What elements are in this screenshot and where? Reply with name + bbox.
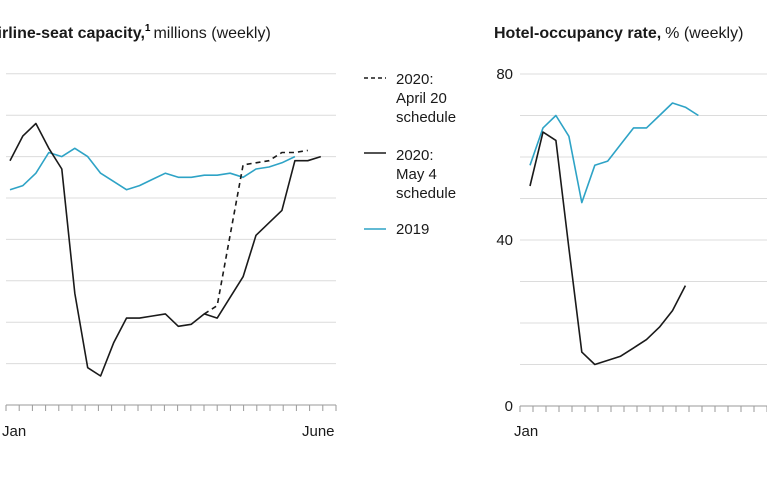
legend-may4-line1: 2020: — [396, 147, 434, 164]
hotel-y-tick-label: 0 — [505, 398, 513, 415]
legend-label-april20: 2020: April 20 schedule — [396, 71, 456, 126]
airline-x-label-june: June — [302, 423, 335, 440]
hotel-series-line — [529, 131, 687, 366]
airline-x-label-jan: Jan — [2, 423, 26, 440]
airline-series-line — [203, 149, 308, 315]
hotel-chart-y-labels: 0 40 80 — [496, 66, 513, 415]
airline-series-line — [9, 122, 322, 377]
legend-label-2019: 2019 — [396, 221, 429, 238]
legend-april20-line2: April 20 — [396, 90, 447, 107]
legend-may4-line3: schedule — [396, 185, 456, 202]
hotel-x-label-jan: Jan — [514, 423, 538, 440]
hotel-chart-gridlines — [520, 73, 767, 365]
legend-label-may4: 2020: May 4 schedule — [396, 147, 456, 202]
airline-chart-x-ticks — [5, 405, 337, 411]
airline-chart-series — [9, 122, 322, 377]
hotel-chart-title: Hotel-occupancy rate,% (weekly) — [494, 25, 743, 42]
hotel-chart-x-ticks — [519, 406, 767, 412]
airline-chart-title: Airline-seat capacity,1 millions (weekly) — [0, 23, 271, 42]
legend-april20-line3: schedule — [396, 109, 456, 126]
legend: 2020: April 20 schedule 2020: May 4 sche… — [364, 71, 456, 238]
hotel-y-tick-label: 40 — [496, 232, 513, 249]
hotel-series-line — [529, 102, 699, 204]
hotel-chart-series — [529, 102, 699, 366]
hotel-y-tick-label: 80 — [496, 66, 513, 83]
legend-april20-line1: 2020: — [396, 71, 434, 88]
airline-series-line — [9, 147, 296, 191]
legend-may4-line2: May 4 — [396, 166, 437, 183]
